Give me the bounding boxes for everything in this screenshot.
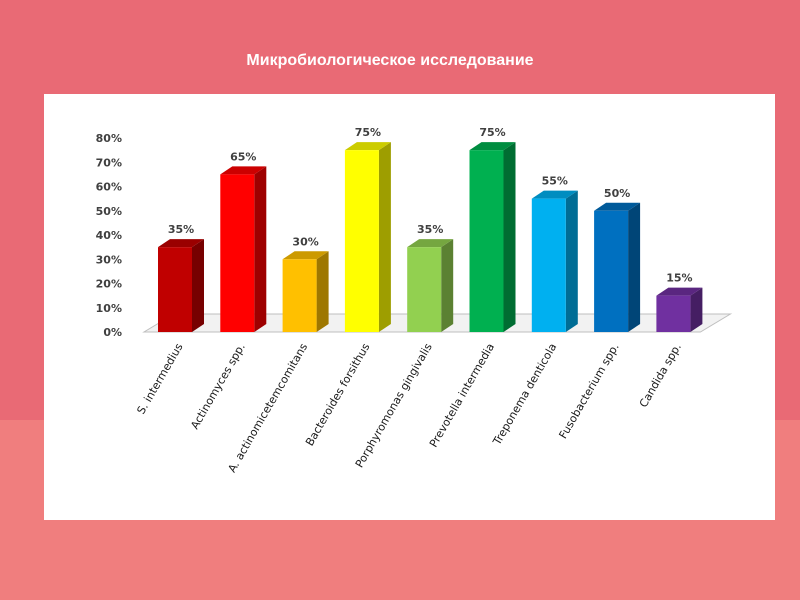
bar xyxy=(469,142,516,332)
bar xyxy=(220,166,267,332)
bar-value-label: 15% xyxy=(666,272,692,285)
bar xyxy=(656,287,703,332)
bar-value-label: 75% xyxy=(355,126,381,139)
y-tick-label: 30% xyxy=(96,253,122,266)
bar-front-face xyxy=(594,210,629,332)
bar-front-face xyxy=(407,247,442,332)
y-tick-label: 40% xyxy=(96,229,122,242)
bar-value-label: 65% xyxy=(230,150,256,163)
bar-side-face xyxy=(628,202,641,332)
category-label: Candida spp. xyxy=(637,341,684,410)
y-tick-label: 70% xyxy=(96,156,122,169)
y-tick-label: 60% xyxy=(96,181,122,194)
bar-top-face xyxy=(656,287,703,296)
bar xyxy=(282,251,329,332)
bar-side-face xyxy=(378,142,391,332)
category-label: Fusobacterium spp. xyxy=(556,341,621,441)
category-label: S. intermedius xyxy=(135,341,186,417)
bar-side-face xyxy=(254,166,267,332)
bar-top-face xyxy=(531,190,578,199)
chart-panel: 0% 10% 20% 30% 40% 50% 60% 70% 80% 35% 65% 30% 75% 3… xyxy=(44,94,775,520)
bar-top-face xyxy=(469,142,516,151)
bar-front-face xyxy=(531,198,566,332)
bar-value-label: 55% xyxy=(542,175,568,188)
slide-title: Микробиологическое исследование xyxy=(246,52,534,69)
bar-top-face xyxy=(158,239,204,248)
bar xyxy=(158,239,204,332)
bar-value-label: 50% xyxy=(604,187,630,200)
bar xyxy=(531,190,578,332)
bar-front-face xyxy=(220,174,255,332)
bar-side-face xyxy=(565,190,578,332)
y-tick-label: 80% xyxy=(96,132,122,145)
bar-top-face xyxy=(220,166,267,175)
bar-front-face xyxy=(469,150,504,332)
bar-value-label: 75% xyxy=(479,126,505,139)
bar-chart: 0%10%20%30%40%50%60%70%80% 35%65%30%75%3… xyxy=(96,126,733,475)
y-tick-label: 20% xyxy=(96,278,122,291)
bar-side-face xyxy=(316,251,329,332)
bar xyxy=(594,202,641,332)
bar-front-face xyxy=(158,247,192,332)
category-label: Bacteroides forsithus xyxy=(303,341,373,449)
bar-top-face xyxy=(407,239,454,248)
bar-front-face xyxy=(282,259,317,332)
bar-side-face xyxy=(503,142,516,332)
bar-top-face xyxy=(282,251,329,260)
y-tick-label: 50% xyxy=(96,205,122,218)
y-tick-label: 10% xyxy=(96,302,122,315)
category-label: Actinomyces spp. xyxy=(188,341,248,431)
bar-front-face xyxy=(656,295,691,332)
bar-side-face xyxy=(192,239,204,332)
bar-value-label: 35% xyxy=(168,223,194,236)
axis-layer: 0% 10% 20% 30% 40% 50% 60% 70% 80% xyxy=(96,132,122,339)
bar-top-face xyxy=(594,202,641,211)
bar-side-face xyxy=(441,239,454,332)
bar-side-face xyxy=(690,287,703,332)
data-labels-layer: 35% 65% 30% 75% 35% 75% 55% 50% 15% xyxy=(168,126,693,285)
bar xyxy=(344,142,391,332)
bar-front-face xyxy=(344,150,379,332)
category-label: Prevotella intermedia xyxy=(427,341,497,450)
bar xyxy=(407,239,454,332)
bars-layer xyxy=(158,142,703,332)
bar-value-label: 30% xyxy=(292,235,318,248)
bar-top-face xyxy=(344,142,391,151)
bar-value-label: 35% xyxy=(417,223,443,236)
category-labels-layer: S. intermedius Actinomyces spp.A. actinom… xyxy=(135,341,684,475)
category-label: Treponema denticola xyxy=(490,341,559,448)
y-tick-label: 0% xyxy=(103,326,122,339)
